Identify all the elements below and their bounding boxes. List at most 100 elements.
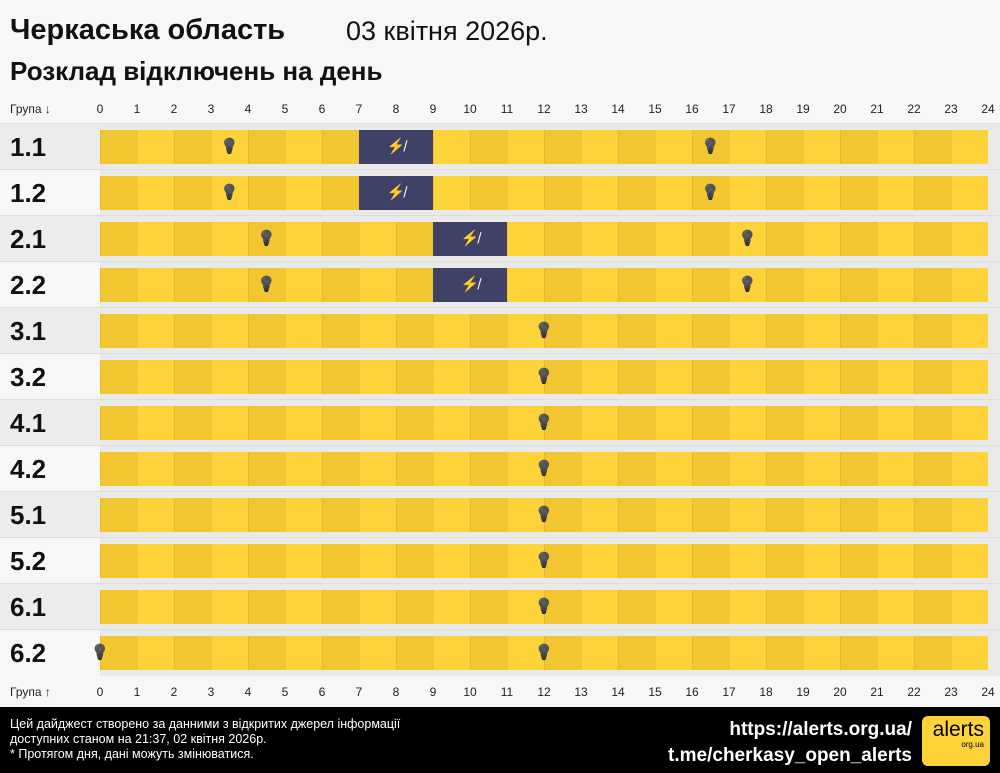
hour-cell[interactable]: [396, 636, 433, 670]
hour-cell[interactable]: [137, 636, 174, 670]
hour-cell[interactable]: [692, 406, 729, 440]
hour-cell[interactable]: [322, 268, 359, 302]
hour-cell[interactable]: [581, 406, 618, 440]
hour-cell[interactable]: [470, 176, 507, 210]
hour-cell[interactable]: [581, 590, 618, 624]
hour-cell[interactable]: [211, 590, 248, 624]
hour-cell[interactable]: [951, 636, 988, 670]
hour-cell[interactable]: [248, 176, 285, 210]
hour-cell[interactable]: [433, 314, 470, 348]
hour-cell[interactable]: [433, 498, 470, 532]
hour-cell[interactable]: [544, 498, 581, 532]
hour-cell[interactable]: [914, 544, 951, 578]
group-sort-label[interactable]: Група ↓: [10, 102, 51, 116]
hour-cell[interactable]: [322, 130, 359, 164]
hour-cell[interactable]: [877, 590, 914, 624]
hour-cell[interactable]: [137, 544, 174, 578]
hour-cell[interactable]: [470, 452, 507, 486]
hour-cell[interactable]: [544, 544, 581, 578]
hour-cell[interactable]: [433, 360, 470, 394]
hour-cell[interactable]: [618, 636, 655, 670]
hour-cell[interactable]: [137, 176, 174, 210]
hour-cell[interactable]: [285, 406, 322, 440]
hour-cell[interactable]: [803, 406, 840, 440]
hour-cell[interactable]: [729, 360, 766, 394]
hour-cell[interactable]: [877, 544, 914, 578]
hour-cell[interactable]: [322, 314, 359, 348]
hour-cell[interactable]: [174, 314, 211, 348]
hour-cell[interactable]: [803, 222, 840, 256]
hour-cell[interactable]: [359, 636, 396, 670]
hour-cell[interactable]: [729, 544, 766, 578]
hour-cell[interactable]: [766, 176, 803, 210]
hour-cell[interactable]: [840, 590, 877, 624]
hour-cell[interactable]: [396, 452, 433, 486]
hour-cell[interactable]: [840, 360, 877, 394]
hour-cell[interactable]: [877, 636, 914, 670]
hour-cell[interactable]: [951, 130, 988, 164]
hour-cell[interactable]: [618, 360, 655, 394]
hour-cell[interactable]: [951, 360, 988, 394]
hour-cell[interactable]: [544, 360, 581, 394]
hour-cell[interactable]: [174, 406, 211, 440]
hour-cell[interactable]: [322, 222, 359, 256]
hour-cell[interactable]: [359, 268, 396, 302]
hour-cell[interactable]: [507, 406, 544, 440]
hour-cell[interactable]: [544, 268, 581, 302]
hour-cell[interactable]: [692, 176, 729, 210]
hour-cell[interactable]: [618, 406, 655, 440]
hour-cell[interactable]: [137, 130, 174, 164]
hour-cell[interactable]: [581, 222, 618, 256]
hour-cell[interactable]: [581, 176, 618, 210]
hour-cell[interactable]: [803, 498, 840, 532]
hour-cell[interactable]: [544, 452, 581, 486]
hour-cell[interactable]: [470, 590, 507, 624]
hour-cell[interactable]: [211, 636, 248, 670]
hour-cell[interactable]: [359, 406, 396, 440]
hour-cell[interactable]: [840, 268, 877, 302]
hour-cell[interactable]: [618, 544, 655, 578]
hour-cell[interactable]: [359, 544, 396, 578]
hour-cell[interactable]: [840, 636, 877, 670]
hour-cell[interactable]: [618, 130, 655, 164]
hour-cell[interactable]: [470, 130, 507, 164]
hour-cell[interactable]: [285, 268, 322, 302]
hour-cell[interactable]: [766, 130, 803, 164]
hour-cell[interactable]: [322, 406, 359, 440]
hour-cell[interactable]: [581, 314, 618, 348]
hour-cell[interactable]: [544, 176, 581, 210]
hour-cell[interactable]: [618, 268, 655, 302]
hour-cell[interactable]: [655, 176, 692, 210]
hour-cell[interactable]: [877, 360, 914, 394]
hour-cell[interactable]: [507, 544, 544, 578]
hour-cell[interactable]: [137, 498, 174, 532]
hour-cell[interactable]: [692, 268, 729, 302]
hour-cell[interactable]: [359, 590, 396, 624]
hour-cell[interactable]: [211, 452, 248, 486]
hour-cell[interactable]: [137, 268, 174, 302]
hour-cell[interactable]: [544, 406, 581, 440]
hour-cell[interactable]: [100, 452, 137, 486]
hour-cell[interactable]: [951, 452, 988, 486]
hour-cell[interactable]: [100, 590, 137, 624]
hour-cell[interactable]: [655, 498, 692, 532]
hour-cell[interactable]: [322, 636, 359, 670]
hour-cell[interactable]: [914, 222, 951, 256]
hour-cell[interactable]: [692, 130, 729, 164]
hour-cell[interactable]: [914, 314, 951, 348]
hour-cell[interactable]: [840, 314, 877, 348]
hour-cell[interactable]: [877, 176, 914, 210]
hour-cell[interactable]: [692, 314, 729, 348]
hour-cell[interactable]: [655, 544, 692, 578]
hour-cell[interactable]: [100, 636, 137, 670]
hour-cell[interactable]: [248, 406, 285, 440]
hour-cell[interactable]: [692, 636, 729, 670]
hour-cell[interactable]: [470, 314, 507, 348]
hour-cell[interactable]: [211, 406, 248, 440]
outage-block[interactable]: ⚡̸: [359, 130, 433, 164]
hour-cell[interactable]: [766, 498, 803, 532]
hour-cell[interactable]: [248, 130, 285, 164]
hour-cell[interactable]: [581, 130, 618, 164]
hour-cell[interactable]: [803, 636, 840, 670]
hour-cell[interactable]: [359, 360, 396, 394]
